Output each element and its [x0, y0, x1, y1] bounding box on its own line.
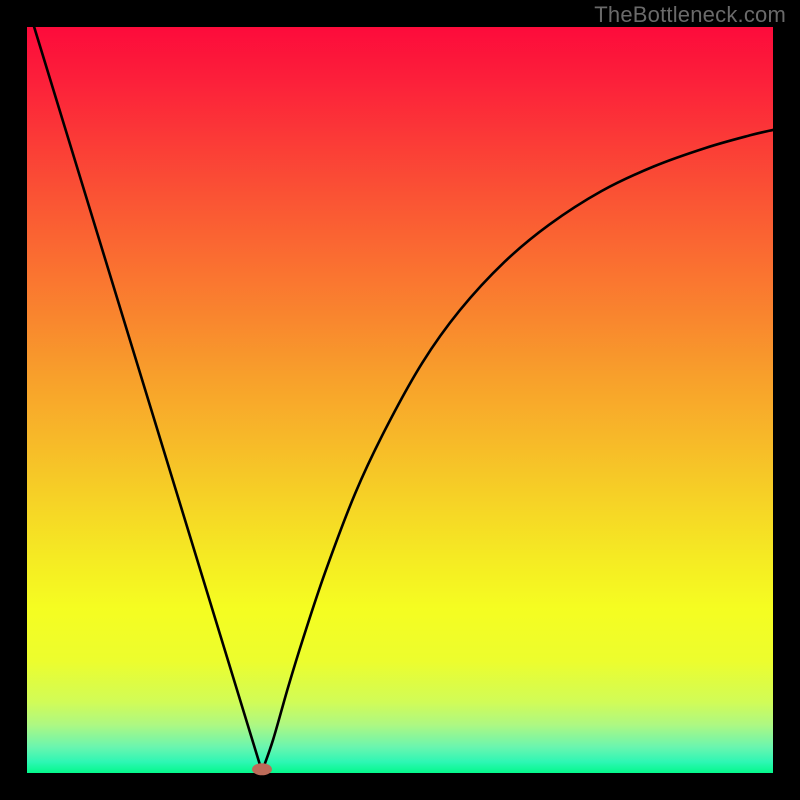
- chart-container: TheBottleneck.com: [0, 0, 800, 800]
- watermark-text: TheBottleneck.com: [594, 2, 786, 28]
- minimum-marker: [252, 763, 272, 775]
- bottleneck-chart: [0, 0, 800, 800]
